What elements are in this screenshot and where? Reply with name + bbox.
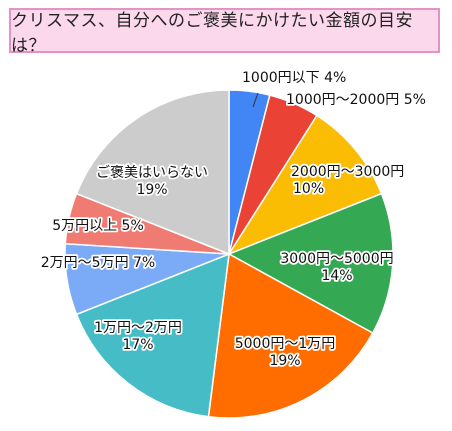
pie-labels: 1000円以下 4% 1000円～2000円 5% 2000円～3000円 10% 30… (39, 68, 428, 371)
slice-label: 2000円～3000円 10% (291, 164, 404, 197)
pie-slice (75, 252, 230, 418)
slice-label: 3000円～5000円 14% (280, 251, 393, 284)
slice-label: 1000円～2000円 5% (286, 92, 426, 108)
pie-slice (227, 114, 383, 256)
slice-label: 1000円以下 4% (242, 70, 346, 86)
slice-label: 5000円～1万円 19% (235, 336, 336, 369)
leader-line (252, 92, 259, 108)
pie-slice (75, 89, 230, 256)
pie-slice (207, 252, 374, 419)
chart-title: クリスマス、自分へのご褒美にかけたい金額の目安は？ (9, 8, 440, 56)
slice-label: 2万円～5万円 7% (41, 255, 155, 271)
pie-slices (64, 89, 394, 419)
slice-label: 5万円以上 5% (52, 218, 144, 234)
pie-slice (227, 192, 394, 335)
slice-label: ご褒美はいらない 19% (96, 165, 208, 198)
slice-label: 1万円～2万円 17% (94, 320, 182, 353)
